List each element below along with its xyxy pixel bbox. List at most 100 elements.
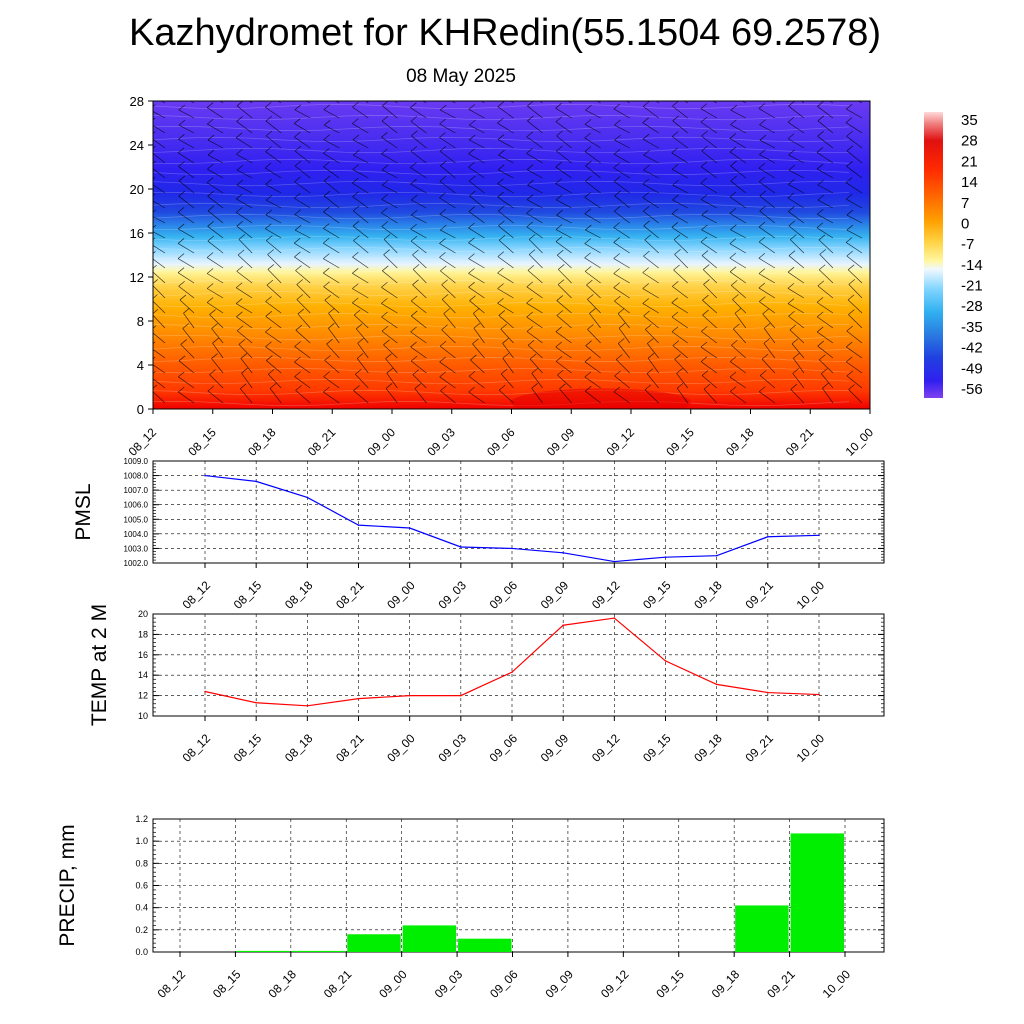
- wind-barb: [730, 361, 747, 374]
- wind-barb-flag: [473, 322, 481, 329]
- wind-barb-flag: [381, 115, 389, 122]
- wind-barb: [567, 101, 572, 104]
- wind-barb-flag: [613, 222, 620, 228]
- wind-barb: [381, 169, 398, 179]
- wind-barb-flag: [235, 282, 243, 288]
- data-point: [357, 524, 360, 526]
- wind-barb-flag: [265, 115, 273, 122]
- wind-barb: [352, 302, 369, 314]
- wind-barb: [613, 391, 630, 404]
- wind-barb: [584, 271, 601, 284]
- wind-barb-flag: [208, 86, 214, 91]
- wind-barb: [294, 181, 311, 194]
- wind-barb-flag: [236, 220, 244, 227]
- wind-barb-flag: [817, 88, 823, 93]
- wind-barb: [294, 109, 311, 119]
- wind-barb: [264, 167, 282, 179]
- contour-line: [153, 213, 850, 220]
- wind-barb: [584, 376, 601, 389]
- wind-barb: [153, 378, 166, 389]
- wind-barb-flag: [526, 164, 534, 170]
- wind-barb-flag: [730, 104, 738, 111]
- wind-barb-flag: [527, 115, 534, 122]
- wind-barb: [410, 228, 427, 239]
- wind-barb-flag: [759, 119, 766, 126]
- wind-barb-flag: [236, 179, 244, 186]
- wind-barb-flag: [411, 310, 418, 317]
- wind-barb: [352, 196, 369, 209]
- wind-barb-flag: [470, 354, 477, 361]
- wind-barb: [439, 361, 456, 374]
- wind-barb: [526, 213, 543, 224]
- contour-line: [153, 312, 850, 319]
- y-tick-label: 16: [130, 226, 144, 241]
- contour-line: [153, 191, 850, 198]
- wind-barb-flag: [729, 191, 737, 198]
- wind-barb-flag: [614, 87, 620, 92]
- wind-barb-flag: [759, 370, 767, 376]
- wind-barb-flag: [703, 383, 711, 390]
- wind-barb-flag: [353, 235, 360, 241]
- wind-barb: [178, 109, 195, 119]
- wind-barb: [585, 345, 601, 359]
- wind-barb-flag: [177, 267, 185, 273]
- wind-barb-flag: [266, 355, 273, 361]
- wind-barb: [240, 388, 253, 404]
- wind-barb: [846, 346, 863, 359]
- wind-barb-flag: [792, 368, 799, 374]
- contour-line: [153, 147, 850, 154]
- wind-barb-flag: [644, 384, 652, 390]
- wind-barb: [410, 346, 427, 359]
- x-tick-label: 09_03: [435, 578, 469, 612]
- wind-barb: [613, 167, 630, 179]
- wind-barb-flag: [236, 116, 243, 122]
- contour-line: [153, 257, 850, 264]
- wind-barb: [294, 361, 311, 374]
- x-tick-label: 08_12: [126, 425, 160, 459]
- wind-barb: [153, 314, 166, 329]
- wind-barb-flag: [410, 341, 417, 348]
- wind-barb-flag: [266, 235, 273, 241]
- wind-barb: [526, 316, 543, 329]
- wind-barb-flag: [410, 178, 417, 185]
- wind-barb-flag: [269, 383, 277, 389]
- data-point: [255, 480, 257, 483]
- wind-barb: [324, 300, 340, 314]
- wind-barb: [206, 257, 224, 269]
- wind-barb-flag: [153, 176, 156, 180]
- wind-barb: [265, 184, 282, 194]
- wind-barb: [296, 284, 311, 299]
- wind-barb-flag: [498, 86, 504, 91]
- wind-barb: [584, 213, 601, 224]
- wind-barb: [206, 288, 224, 299]
- wind-barb-flag: [556, 209, 563, 216]
- wind-barb-flag: [818, 234, 826, 241]
- wind-barb-flag: [439, 340, 447, 347]
- wind-barb-flag: [178, 104, 186, 111]
- wind-barb-flag: [732, 294, 739, 300]
- wind-barb-flag: [468, 237, 475, 244]
- wind-barb-flag: [439, 356, 446, 363]
- wind-barb: [439, 376, 456, 389]
- wind-barb-flag: [613, 253, 620, 259]
- wind-barb: [792, 373, 805, 389]
- wind-barb-flag: [758, 176, 766, 183]
- wind-barb-flag: [846, 193, 853, 200]
- wind-barb-flag: [352, 297, 359, 304]
- wind-barb-flag: [676, 368, 683, 374]
- wind-barb: [526, 153, 543, 164]
- panel-frame: [152, 613, 885, 717]
- wind-barb: [355, 328, 369, 344]
- wind-barb: [701, 214, 717, 224]
- wind-barb: [613, 273, 630, 284]
- wind-barb-flag: [468, 148, 475, 155]
- wind-barb-flag: [618, 338, 625, 344]
- wind-barb-flag: [238, 234, 246, 240]
- wind-barb: [614, 124, 630, 134]
- chart-title: Kazhydromet for KHRedin(55.1504 69.2578): [128, 12, 881, 54]
- y-axis-label: TEMP at 2 M: [88, 604, 111, 726]
- wind-barb-flag: [498, 384, 506, 391]
- wind-barb-flag: [323, 267, 330, 274]
- wind-barb: [498, 225, 514, 239]
- wind-barb: [644, 239, 659, 254]
